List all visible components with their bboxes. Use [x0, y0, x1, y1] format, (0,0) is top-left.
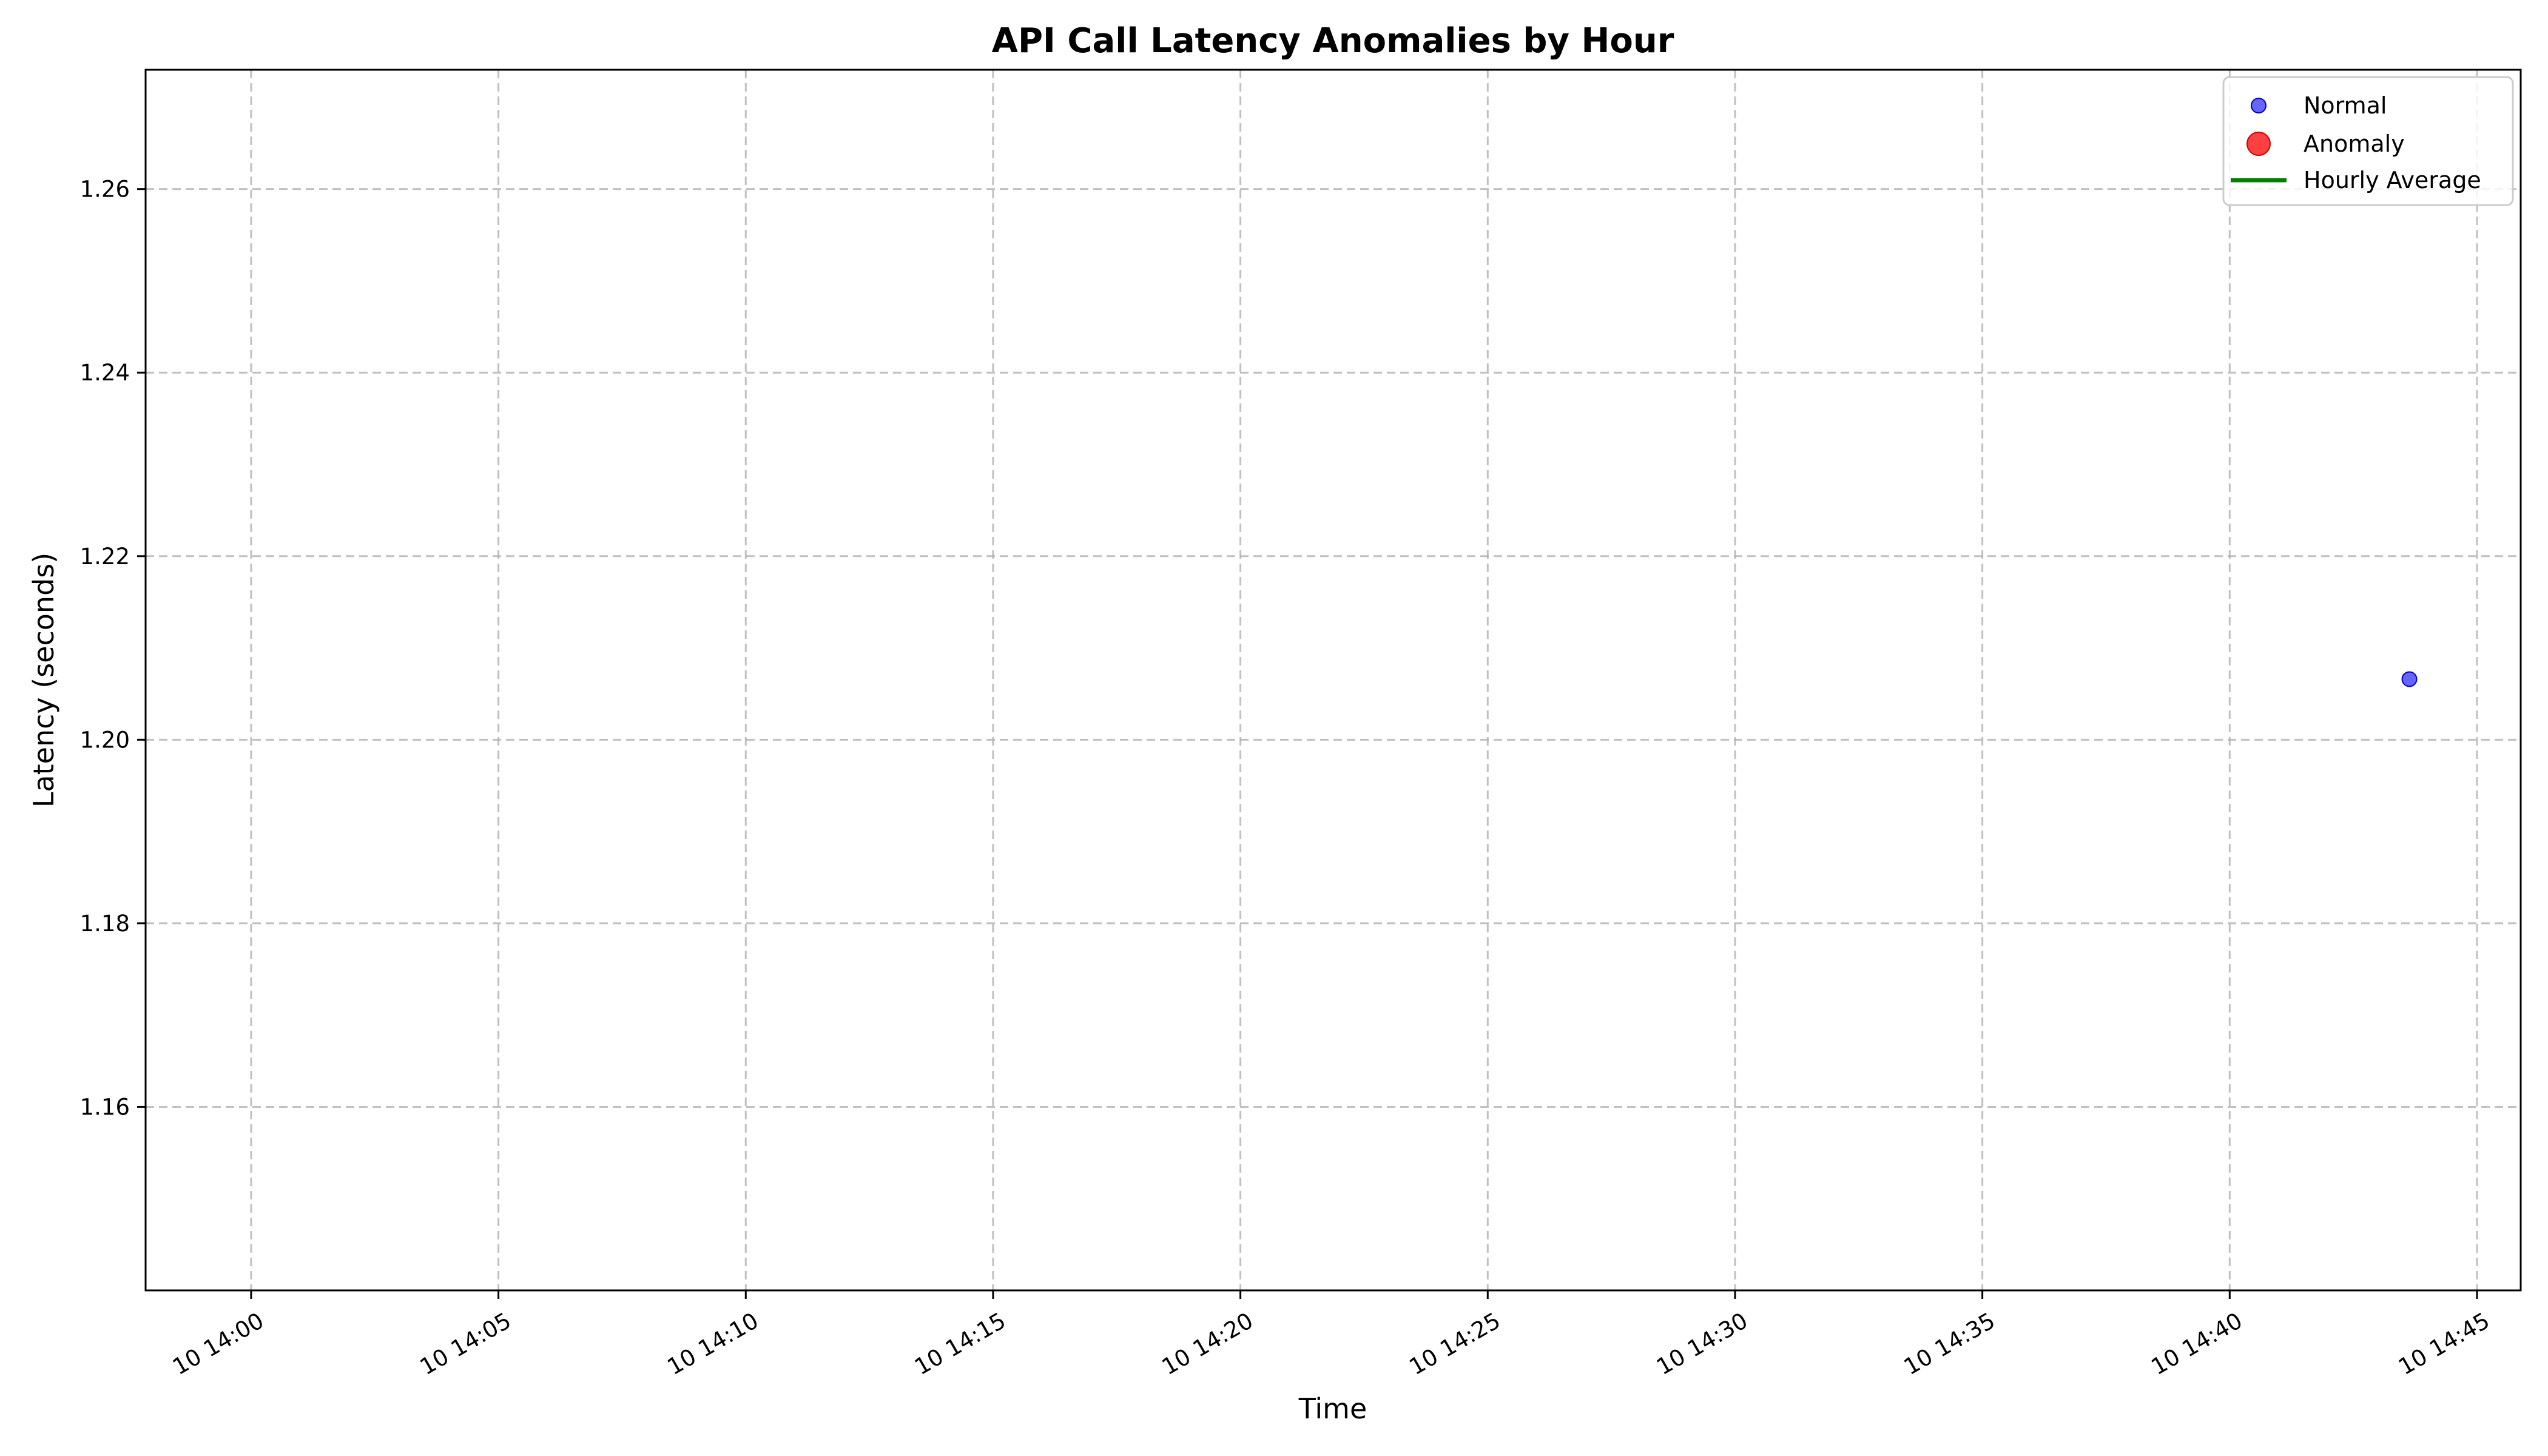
y-tick-label: 1.22	[80, 544, 130, 570]
legend-item-anomaly: Anomaly	[2246, 130, 2405, 157]
legend-marker-normal	[2251, 98, 2267, 113]
y-axis-ticks: 1.16 1.18 1.20 1.22 1.24 1.26	[80, 177, 146, 1120]
y-axis-label: Latency (seconds)	[27, 553, 60, 807]
y-tick-label: 1.24	[80, 360, 130, 386]
y-tick-label: 1.18	[80, 911, 130, 937]
legend-label-hourly-average: Hourly Average	[2304, 167, 2481, 194]
legend-label-normal: Normal	[2304, 92, 2387, 119]
y-tick-label: 1.16	[80, 1094, 130, 1120]
data-points	[2401, 671, 2418, 687]
x-axis-label: Time	[1298, 1392, 1367, 1425]
legend-box	[2222, 76, 2514, 206]
data-point-normal	[2401, 671, 2418, 687]
plot-frame	[144, 69, 2522, 1292]
y-tick-label: 1.26	[80, 177, 130, 203]
legend-marker-anomaly	[2246, 132, 2271, 156]
legend-label-anomaly: Anomaly	[2304, 130, 2405, 157]
legend-item-normal: Normal	[2251, 92, 2387, 119]
legend: Normal Anomaly Hourly Average	[2222, 76, 2514, 206]
y-tick-label: 1.20	[80, 727, 130, 753]
chart-title: API Call Latency Anomalies by Hour	[992, 21, 1674, 61]
legend-item-hourly-average: Hourly Average	[2231, 167, 2481, 194]
grid-lines	[146, 70, 2521, 1290]
